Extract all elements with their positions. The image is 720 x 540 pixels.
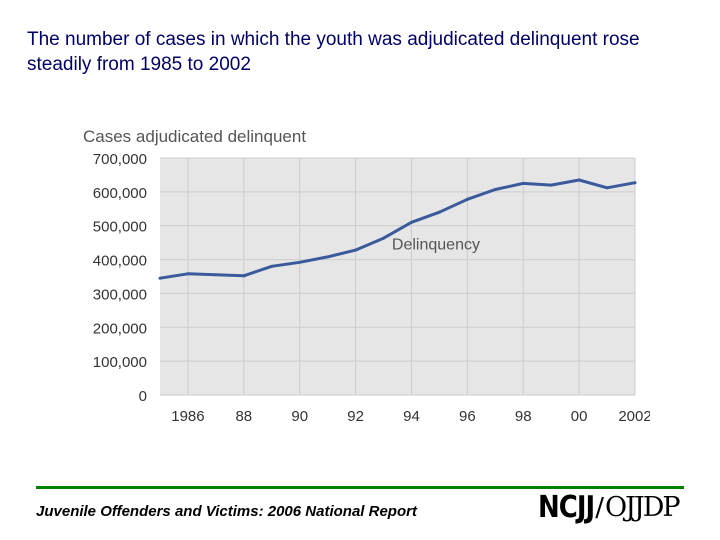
x-tick-label-5: 96 [459, 408, 476, 425]
logo-separator: / [595, 493, 604, 523]
data-point-0-12 [493, 187, 497, 191]
data-point-0-9 [409, 220, 413, 224]
series-label-0: Delinquency [392, 236, 480, 253]
data-point-0-3 [242, 274, 246, 278]
data-point-0-4 [270, 264, 274, 268]
report-title: Juvenile Offenders and Victims: 2006 Nat… [36, 503, 417, 520]
data-point-0-5 [298, 260, 302, 264]
y-tick-label-1: 100,000 [93, 354, 147, 371]
y-tick-label-0: 0 [139, 388, 147, 405]
x-axis-tick-labels: 1986 88 90 92 94 96 98 00 2002 [171, 408, 650, 425]
ncjj-ojjdp-logo: NCJJ/OJJDP [538, 490, 688, 530]
x-tick-label-6: 98 [515, 408, 532, 425]
data-point-0-17 [633, 181, 637, 185]
x-tick-label-4: 94 [403, 408, 420, 425]
series-labels: Delinquency [392, 236, 480, 253]
y-tick-label-6: 600,000 [93, 185, 147, 202]
headline: The number of cases in which the youth w… [27, 29, 640, 75]
data-point-0-0 [158, 276, 162, 280]
data-point-0-1 [186, 272, 190, 276]
x-tick-label-8: 2002 [618, 408, 650, 425]
chart: Cases adjudicated delinquent 0 100,000 200… [80, 125, 650, 430]
y-tick-label-3: 300,000 [93, 286, 147, 303]
data-point-0-11 [465, 197, 469, 201]
series-line-0 [159, 178, 636, 280]
y-tick-label-2: 200,000 [93, 320, 147, 337]
y-tick-label-4: 400,000 [93, 253, 147, 270]
x-tick-label-1: 88 [235, 408, 252, 425]
data-point-0-10 [437, 210, 441, 214]
line-chart: Cases adjudicated delinquent 0 100,000 200… [83, 127, 650, 425]
data-point-0-13 [521, 181, 525, 185]
logo-ojjdp: OJJDP [604, 492, 681, 523]
data-point-0-14 [549, 183, 553, 187]
data-point-0-6 [326, 255, 330, 259]
footer-divider [36, 486, 684, 489]
chart-title: Cases adjudicated delinquent [83, 127, 306, 146]
data-point-0-2 [214, 273, 218, 277]
x-tick-label-3: 92 [347, 408, 364, 425]
x-tick-label-2: 90 [291, 408, 308, 425]
series-layer [158, 178, 637, 280]
x-tick-label-7: 00 [571, 408, 588, 425]
logo-ncjj: NCJJ [538, 490, 595, 526]
y-tick-label-7: 700,000 [93, 151, 147, 168]
data-point-0-7 [354, 248, 358, 252]
data-point-0-16 [605, 186, 609, 190]
y-axis-tick-labels: 0 100,000 200,000 300,000 400,000 500,000 600,… [93, 151, 147, 405]
data-point-0-8 [382, 236, 386, 240]
data-point-0-15 [577, 178, 581, 182]
x-tick-label-0: 1986 [171, 408, 204, 425]
y-tick-label-5: 500,000 [93, 219, 147, 236]
